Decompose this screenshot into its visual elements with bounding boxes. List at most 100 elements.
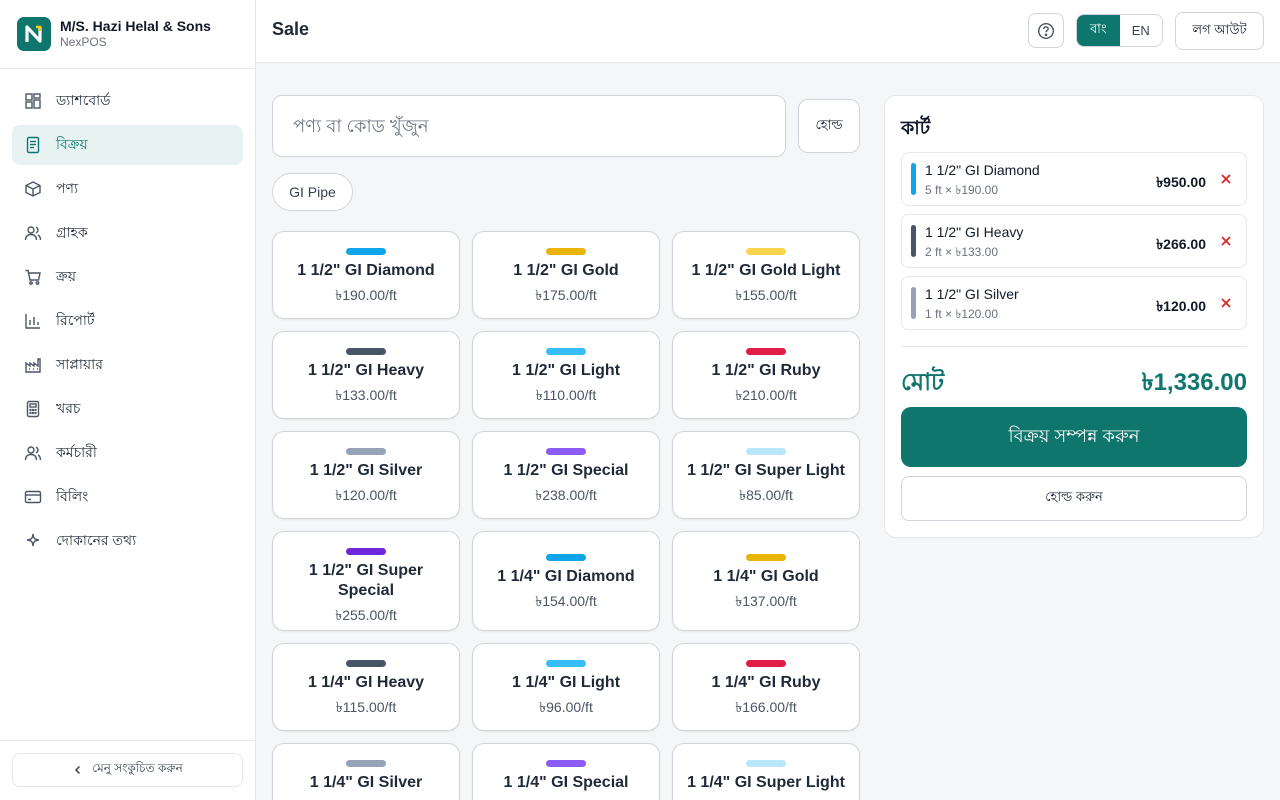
product-card[interactable]: 1 1/4" GI Diamond ৳154.00/ft: [472, 531, 660, 631]
cart-item-qty: 1 ft × ৳120.00: [925, 307, 999, 321]
product-search: [272, 95, 786, 157]
category-chip-gi-pipe[interactable]: GI Pipe: [272, 173, 353, 211]
sidebar-item-employees[interactable]: কর্মচারী: [12, 433, 243, 473]
sidebar-item-sale[interactable]: বিক্রয়: [12, 125, 243, 165]
product-card[interactable]: 1 1/4" GI Ruby ৳166.00/ft: [672, 643, 860, 731]
cart-item-color-bar: [911, 163, 916, 195]
product-color-bar: [546, 660, 586, 667]
collapse-menu-label: মেনু সংকুচিত করুন: [92, 761, 183, 775]
product-color-bar: [746, 248, 786, 255]
cart-item: 1 1/2" GI Heavy 2 ft × ৳133.00 ৳266.00: [901, 214, 1247, 268]
top-header: Sale বাং EN লগ আউট: [256, 0, 1280, 63]
product-name: 1 1/4" GI Gold: [713, 568, 819, 585]
collapse-menu-button[interactable]: মেনু সংকুচিত করুন: [12, 753, 243, 787]
product-color-bar: [746, 760, 786, 767]
employees-icon: [24, 446, 42, 461]
remove-item-icon[interactable]: [1220, 297, 1232, 309]
product-color-bar: [746, 448, 786, 455]
cart-item-name: 1 1/2" GI Heavy: [925, 224, 1024, 240]
bar-chart-icon: [25, 314, 40, 329]
sidebar-item-customers[interactable]: গ্রাহক: [12, 213, 243, 253]
product-card[interactable]: 1 1/2" GI Super Special ৳255.00/ft: [272, 531, 460, 631]
sidebar-item-purchase[interactable]: ক্রয়: [12, 257, 243, 297]
product-card[interactable]: 1 1/2" GI Ruby ৳210.00/ft: [672, 331, 860, 419]
product-card[interactable]: 1 1/4" GI Special: [472, 743, 660, 800]
hold-sale-button[interactable]: হোল্ড করুন: [901, 476, 1247, 521]
product-name: 1 1/2" GI Special: [503, 462, 629, 479]
remove-item-icon[interactable]: [1220, 173, 1232, 185]
sidebar-item-suppliers[interactable]: সাপ্লায়ার: [12, 345, 243, 385]
complete-sale-button[interactable]: বিক্রয় সম্পন্ন করুন: [901, 407, 1247, 467]
product-name: 1 1/2" GI Diamond: [297, 262, 435, 279]
product-card[interactable]: 1 1/4" GI Heavy ৳115.00/ft: [272, 643, 460, 731]
sidebar-item-reports[interactable]: রিপোর্ট: [12, 301, 243, 341]
product-price: ৳115.00/ft: [335, 699, 397, 715]
sidebar-item-label: গ্রাহক: [56, 224, 88, 240]
sidebar-footer: মেনু সংকুচিত করুন: [0, 740, 255, 800]
product-card[interactable]: 1 1/2" GI Heavy ৳133.00/ft: [272, 331, 460, 419]
product-card[interactable]: 1 1/2" GI Gold Light ৳155.00/ft: [672, 231, 860, 319]
cart-item-amount: ৳266.00: [1156, 236, 1206, 252]
product-color-bar: [546, 760, 586, 767]
sidebar-item-label: বিলিং: [56, 488, 89, 504]
chevron-left-icon: [75, 765, 81, 775]
sidebar-item-shop-info[interactable]: দোকানের তথ্য: [12, 521, 243, 561]
product-card[interactable]: 1 1/4" GI Light ৳96.00/ft: [472, 643, 660, 731]
sidebar-item-expenses[interactable]: খরচ: [12, 389, 243, 429]
product-card[interactable]: 1 1/2" GI Super Light ৳85.00/ft: [672, 431, 860, 519]
sidebar: M/S. Hazi Helal & Sons NexPOS ড্যাশবোর্ড…: [0, 0, 256, 800]
app-name: NexPOS: [60, 35, 107, 49]
lang-english-button[interactable]: EN: [1119, 15, 1162, 46]
product-color-bar: [346, 248, 386, 255]
page-title: Sale: [272, 19, 310, 39]
credit-card-icon: [24, 490, 42, 504]
receipt-icon: [26, 136, 40, 154]
cart-item-name: 1 1/2" GI Silver: [925, 286, 1019, 302]
help-button[interactable]: [1028, 13, 1064, 48]
product-price: ৳238.00/ft: [535, 487, 597, 503]
product-price: ৳255.00/ft: [335, 607, 397, 623]
product-card[interactable]: 1 1/2" GI Diamond ৳190.00/ft: [272, 231, 460, 319]
product-name: 1 1/4" GI Light: [511, 674, 621, 691]
product-price: ৳137.00/ft: [735, 593, 797, 609]
product-color-bar: [546, 448, 586, 455]
cart-item-qty: 2 ft × ৳133.00: [925, 245, 999, 259]
product-name: 1 1/2" GI Ruby: [711, 362, 821, 379]
product-card[interactable]: 1 1/4" GI Super Light: [672, 743, 860, 800]
product-color-bar: [346, 348, 386, 355]
hold-list-button[interactable]: হোল্ড: [798, 99, 860, 153]
product-color-bar: [346, 760, 386, 767]
help-icon: [1037, 22, 1055, 39]
sidebar-item-dashboard[interactable]: ড্যাশবোর্ড: [12, 81, 243, 121]
product-color-bar: [746, 554, 786, 561]
sidebar-item-label: রিপোর্ট: [56, 312, 95, 328]
lang-bangla-button[interactable]: বাং: [1077, 15, 1120, 46]
app-logo-icon: [17, 17, 51, 51]
product-card[interactable]: 1 1/4" GI Silver: [272, 743, 460, 800]
product-card[interactable]: 1 1/2" GI Light ৳110.00/ft: [472, 331, 660, 419]
sidebar-item-billing[interactable]: বিলিং: [12, 477, 243, 517]
product-card[interactable]: 1 1/2" GI Silver ৳120.00/ft: [272, 431, 460, 519]
shop-name: M/S. Hazi Helal & Sons: [60, 18, 211, 34]
product-color-bar: [346, 660, 386, 667]
sidebar-item-label: খরচ: [56, 400, 81, 416]
users-icon: [24, 226, 42, 241]
product-name: 1 1/2" GI Silver: [309, 462, 423, 479]
dashboard-icon: [25, 93, 41, 109]
cart-title: কার্ট: [901, 118, 931, 139]
sidebar-item-products[interactable]: পণ্য: [12, 169, 243, 209]
sidebar-nav: ড্যাশবোর্ড বিক্রয় পণ্য গ্রাহক ক্রয় রিপ…: [0, 69, 255, 561]
cart-item: 1 1/2" GI Silver 1 ft × ৳120.00 ৳120.00: [901, 276, 1247, 330]
product-price: ৳155.00/ft: [735, 287, 797, 303]
search-input[interactable]: [293, 115, 785, 137]
product-card[interactable]: 1 1/2" GI Special ৳238.00/ft: [472, 431, 660, 519]
product-price: ৳154.00/ft: [535, 593, 597, 609]
product-card[interactable]: 1 1/2" GI Gold ৳175.00/ft: [472, 231, 660, 319]
factory-icon: [25, 358, 41, 373]
logout-button[interactable]: লগ আউট: [1175, 12, 1264, 50]
remove-item-icon[interactable]: [1220, 235, 1232, 247]
product-name: 1 1/2" GI Super Light: [687, 462, 845, 479]
product-name: 1 1/2" GI Light: [511, 362, 621, 379]
product-card[interactable]: 1 1/4" GI Gold ৳137.00/ft: [672, 531, 860, 631]
cart-item: 1 1/2" GI Diamond 5 ft × ৳190.00 ৳950.00: [901, 152, 1247, 206]
